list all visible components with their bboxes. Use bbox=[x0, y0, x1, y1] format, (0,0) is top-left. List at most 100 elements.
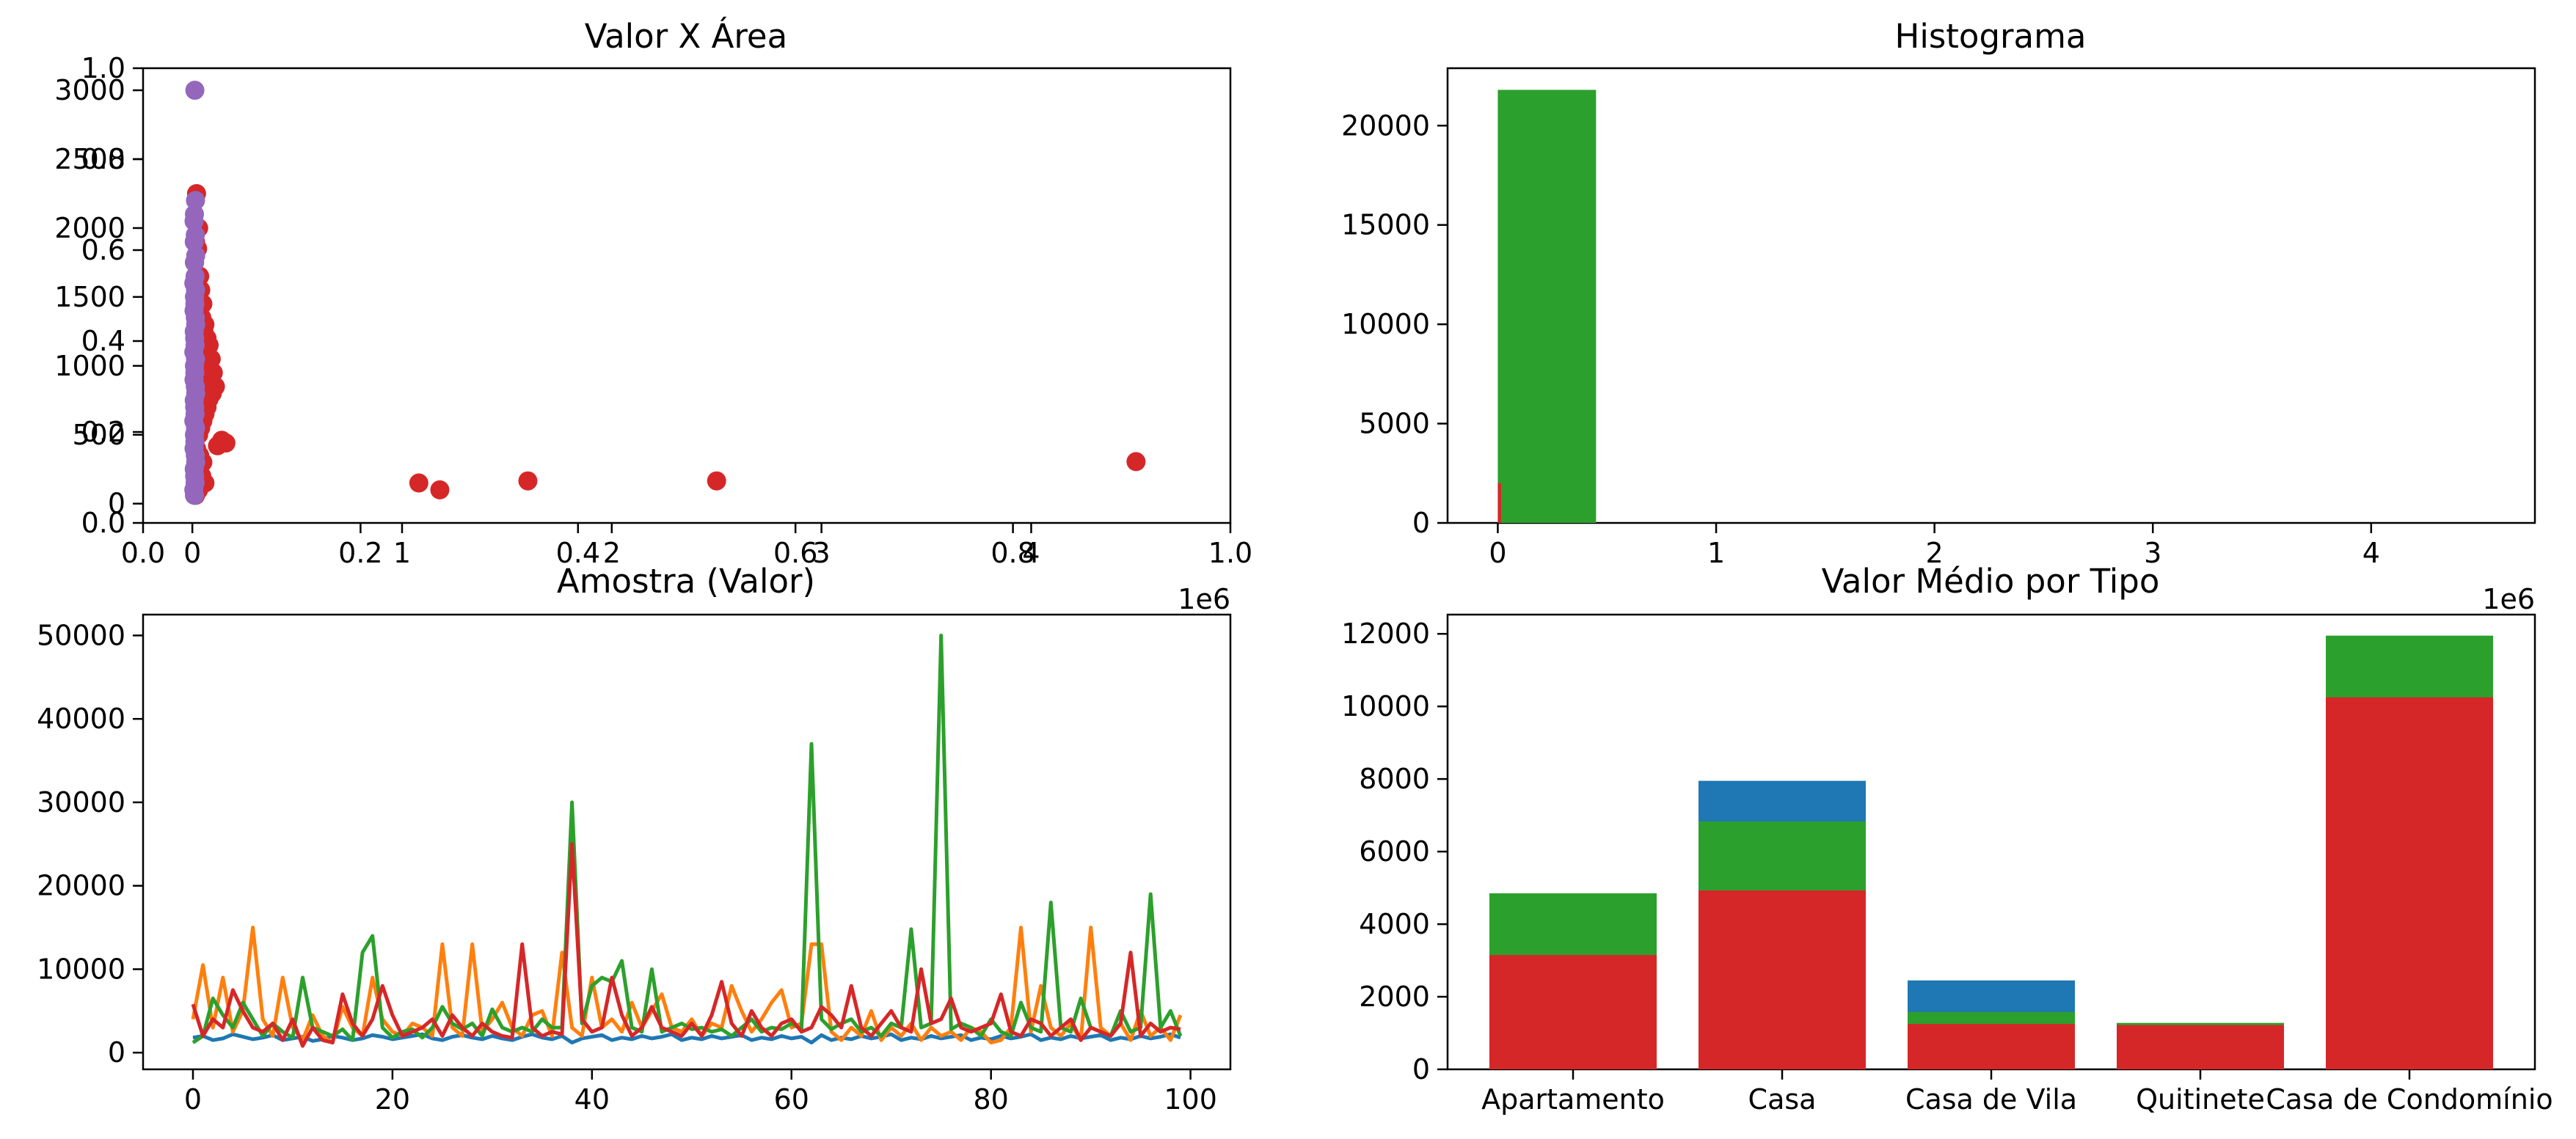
overlay-y-tick-label: 1.0 bbox=[81, 52, 125, 84]
y-tick-label: 2500 bbox=[54, 143, 125, 175]
category-label: Apartamento bbox=[1481, 1083, 1665, 1116]
x-tick-label: 100 bbox=[1164, 1083, 1217, 1116]
scatter-point-red bbox=[707, 471, 726, 491]
y-tick-label: 6000 bbox=[1359, 835, 1430, 868]
x-tick-label: 20 bbox=[375, 1083, 410, 1116]
overlay-x-tick-label: 0.8 bbox=[990, 537, 1035, 569]
category-label: Casa de Vila bbox=[1905, 1083, 2077, 1116]
overlay-x-tick-label: 0.2 bbox=[338, 537, 382, 569]
y-tick-label: 12000 bbox=[1341, 618, 1430, 650]
y-tick-label: 0 bbox=[1412, 507, 1430, 539]
x-tick-label: 3 bbox=[2144, 537, 2161, 569]
x-tick-label: 0 bbox=[1489, 537, 1506, 569]
scatter-point-purple bbox=[186, 191, 205, 210]
axes-frame bbox=[142, 613, 1232, 1071]
x-axis-ticks: 0 1 2 3 4 bbox=[183, 523, 1040, 569]
line-chart-amostra-valor: Amostra (Valor) 0 20 40 60 80 100 0 10000 20000… bbox=[37, 562, 1232, 1116]
x-scale-label: 1e6 bbox=[1178, 583, 1230, 615]
bar-chart-valor-medio-por-tipo: Valor Médio por Tipo Apartamento Casa Casa… bbox=[1341, 562, 2553, 1116]
x-tick-label: 60 bbox=[774, 1083, 809, 1116]
overlay-y-tick-label: 0.4 bbox=[81, 325, 125, 357]
x-tick-label: 2 bbox=[1926, 537, 1944, 569]
overlay-y-tick-label: 0.6 bbox=[81, 234, 125, 266]
y-tick-label: 500 bbox=[72, 419, 125, 451]
y-tick-label: 30000 bbox=[37, 786, 125, 818]
line-series-blue bbox=[192, 1032, 1181, 1045]
y-tick-label: 1000 bbox=[54, 350, 125, 382]
overlay-x-tick-label: 1.0 bbox=[1208, 537, 1252, 569]
y-tick-label: 5000 bbox=[1359, 408, 1430, 440]
y-tick-label: 1500 bbox=[54, 281, 125, 313]
y-tick-label: 2000 bbox=[54, 212, 125, 244]
axes-frame bbox=[142, 67, 1232, 524]
scatter-points bbox=[184, 81, 1146, 505]
y-tick-label: 4000 bbox=[1359, 908, 1430, 940]
chart-title: Histograma bbox=[1894, 17, 2086, 56]
scatter-point-red bbox=[208, 436, 227, 455]
y-tick-label: 10000 bbox=[37, 953, 125, 985]
bar-red bbox=[1908, 1024, 2075, 1069]
x-tick-label: 4 bbox=[1022, 537, 1040, 569]
histogram-bars bbox=[1497, 89, 1597, 524]
scatter-point-purple bbox=[184, 232, 204, 252]
x-axis-ticks: 0 20 40 60 80 100 bbox=[184, 1069, 1217, 1116]
x-scale-label: 1e6 bbox=[2482, 583, 2535, 615]
scatter-point-purple bbox=[185, 486, 205, 505]
y-tick-label: 10000 bbox=[1341, 690, 1430, 722]
axes-frame bbox=[1446, 67, 2536, 524]
scatter-point-purple bbox=[185, 252, 205, 272]
histogram-chart: Histograma 0 1 2 3 4 0 5000 10000 15000 20000 1e… bbox=[1341, 17, 2536, 615]
scatter-point-red bbox=[518, 471, 538, 491]
x-axis-ticks: 0 1 2 3 4 bbox=[1489, 523, 2380, 569]
x-tick-label: 1 bbox=[1707, 537, 1725, 569]
line-series bbox=[191, 633, 1183, 1048]
category-label: Quitinete bbox=[2136, 1083, 2265, 1116]
chart-title: Valor Médio por Tipo bbox=[1822, 562, 2160, 601]
y-axis-ticks: 0 2000 4000 6000 8000 10000 12000 bbox=[1341, 618, 1448, 1085]
y-tick-label: 20000 bbox=[37, 870, 125, 902]
scatter-point-red bbox=[409, 473, 428, 493]
overlay-x-tick-label: 0.0 bbox=[121, 537, 165, 569]
chart-title: Amostra (Valor) bbox=[557, 562, 815, 601]
category-label: Casa bbox=[1748, 1083, 1817, 1116]
y-tick-label: 0 bbox=[1412, 1053, 1430, 1085]
category-label: Casa de Condomínio bbox=[2266, 1083, 2553, 1116]
scatter-chart-valor-x-area: Valor X Área 0.0 0.2 0.4 0.6 0.8 1.0 0.0 0.2 0.4… bbox=[54, 17, 1252, 615]
bar-red bbox=[1489, 955, 1657, 1069]
y-tick-label: 40000 bbox=[37, 703, 125, 735]
x-tick-label: 0 bbox=[184, 1083, 202, 1116]
histogram-bar-red bbox=[1497, 483, 1501, 523]
bar-red bbox=[1699, 890, 1866, 1069]
bar-red bbox=[2117, 1025, 2284, 1069]
y-axis-ticks: 0 10000 20000 30000 40000 50000 bbox=[37, 619, 143, 1069]
bar-series bbox=[1489, 635, 2493, 1069]
scatter-point-red bbox=[1126, 452, 1146, 472]
x-tick-label: 1 bbox=[393, 537, 411, 569]
x-tick-label: 3 bbox=[813, 537, 831, 569]
overlay-axis-ticks: 0.0 0.2 0.4 0.6 0.8 1.0 0.0 0.2 0.4 0.6 0.8 1.0 bbox=[81, 52, 1253, 569]
y-axis-ticks: 0 5000 10000 15000 20000 bbox=[1341, 109, 1448, 539]
chart-title: Valor X Área bbox=[585, 17, 787, 56]
x-tick-label: 4 bbox=[2362, 537, 2380, 569]
overlay-x-tick-label: 0.6 bbox=[773, 537, 817, 569]
line-series-red bbox=[191, 842, 1181, 1048]
scatter-point-red bbox=[430, 480, 450, 499]
overlay-y-tick-label: 0.2 bbox=[81, 416, 125, 448]
y-tick-label: 50000 bbox=[37, 619, 125, 651]
y-tick-label: 20000 bbox=[1341, 109, 1430, 142]
y-axis-ticks: 0 500 1000 1500 2000 2500 3000 bbox=[54, 74, 143, 520]
x-tick-label: 0 bbox=[183, 537, 201, 569]
y-tick-label: 10000 bbox=[1341, 308, 1430, 340]
y-tick-label: 0 bbox=[108, 488, 125, 520]
y-tick-label: 15000 bbox=[1341, 209, 1430, 241]
y-tick-label: 2000 bbox=[1359, 981, 1430, 1013]
y-tick-label: 0 bbox=[108, 1036, 125, 1069]
scatter-point-purple bbox=[185, 81, 205, 100]
histogram-bar-green bbox=[1497, 89, 1597, 524]
scatter-point-purple bbox=[184, 211, 204, 231]
x-tick-label: 2 bbox=[603, 537, 621, 569]
line-series-green bbox=[191, 633, 1183, 1044]
x-tick-label: 80 bbox=[974, 1083, 1009, 1116]
x-tick-label: 40 bbox=[574, 1083, 610, 1116]
